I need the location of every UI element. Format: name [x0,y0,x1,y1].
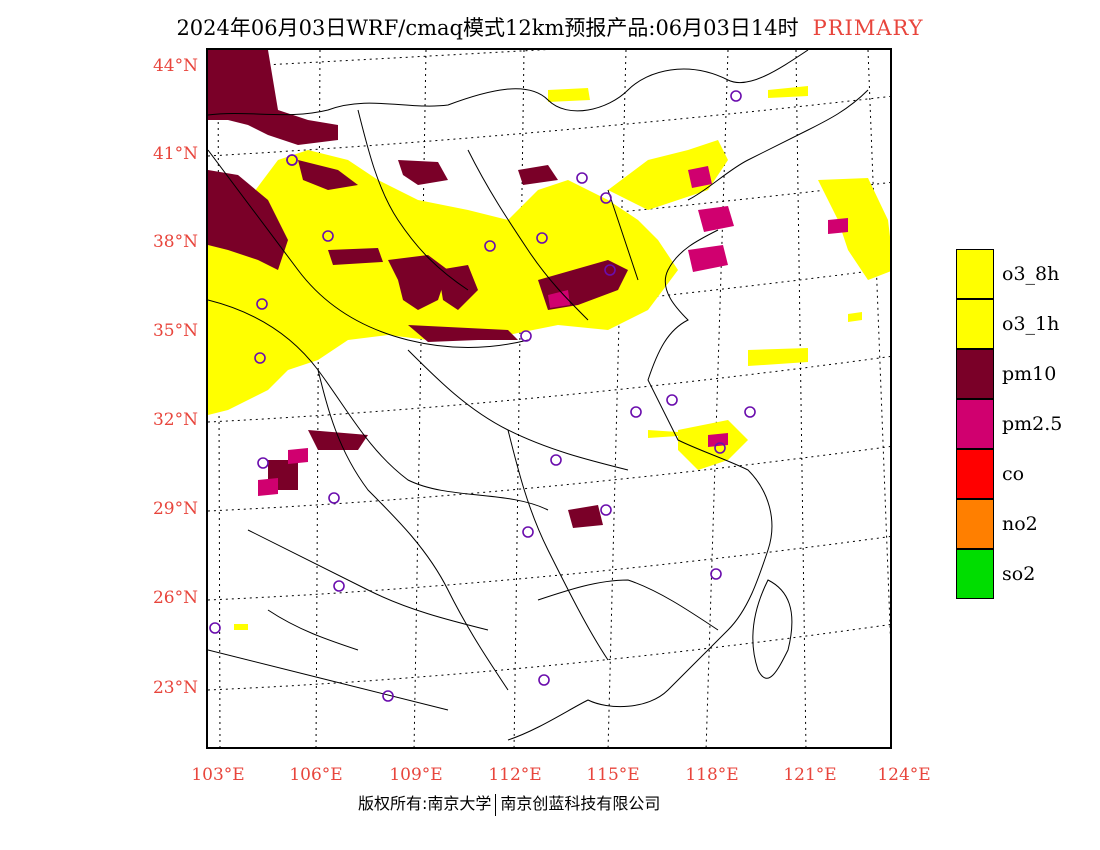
legend-swatch [956,349,994,399]
legend-item-no2: no2 [956,499,1096,549]
legend-label: pm10 [1002,363,1057,385]
legend-label: o3_8h [1002,263,1060,285]
lat-label-38: 38°N [152,232,198,252]
lat-label-41: 41°N [152,144,198,164]
legend-swatch [956,249,994,299]
legend-item-pm25: pm2.5 [956,399,1096,449]
lon-label-121: 121°E [783,765,837,785]
legend-label: co [1002,463,1025,485]
legend-swatch [956,549,994,599]
copyright-left: 版权所有:南京大学 [358,794,492,813]
lon-label-112: 112°E [488,765,542,785]
lat-label-35: 35°N [152,321,198,341]
lon-label-115: 115°E [586,765,640,785]
legend-label: so2 [1002,563,1036,585]
lat-label-29: 29°N [152,499,198,519]
footer-separator [495,793,497,816]
legend-item-o3-8h: o3_8h [956,249,1096,299]
legend-item-so2: so2 [956,549,1096,599]
lon-label-103: 103°E [191,765,245,785]
legend-label: no2 [1002,513,1038,535]
lat-label-26: 26°N [152,588,198,608]
map-title: 2024年06月03日WRF/cmaq模式12km预报产品:06月03日14时 P… [0,12,1100,42]
legend-item-pm10: pm10 [956,349,1096,399]
legend-item-co: co [956,449,1096,499]
legend-swatch [956,499,994,549]
legend-label: o3_1h [1002,313,1060,335]
lat-label-44: 44°N [152,56,198,76]
legend-swatch [956,449,994,499]
copyright-footer: 版权所有:南京大学 南京创蓝科技有限公司 [358,790,660,816]
lon-label-106: 106°E [289,765,343,785]
lat-label-23: 23°N [152,678,198,698]
legend-swatch [956,399,994,449]
map-title-text: 2024年06月03日WRF/cmaq模式12km预报产品:06月03日14时 [176,16,799,40]
primary-tag: PRIMARY [812,16,924,40]
legend-label: pm2.5 [1002,413,1063,435]
boundaries [208,50,869,741]
city-markers [209,90,756,702]
lat-label-32: 32°N [152,410,198,430]
legend: o3_8h o3_1h pm10 pm2.5 co no2 so2 [956,249,1096,599]
copyright-right: 南京创蓝科技有限公司 [500,794,661,813]
lon-label-118: 118°E [685,765,739,785]
pollution-map[interactable] [206,48,892,749]
pm25-region [258,166,848,496]
lon-label-124: 124°E [877,765,931,785]
legend-item-o3-1h: o3_1h [956,299,1096,349]
pm10-region [208,50,628,528]
legend-swatch [956,299,994,349]
lon-label-109: 109°E [389,765,443,785]
map-svg [208,50,890,747]
